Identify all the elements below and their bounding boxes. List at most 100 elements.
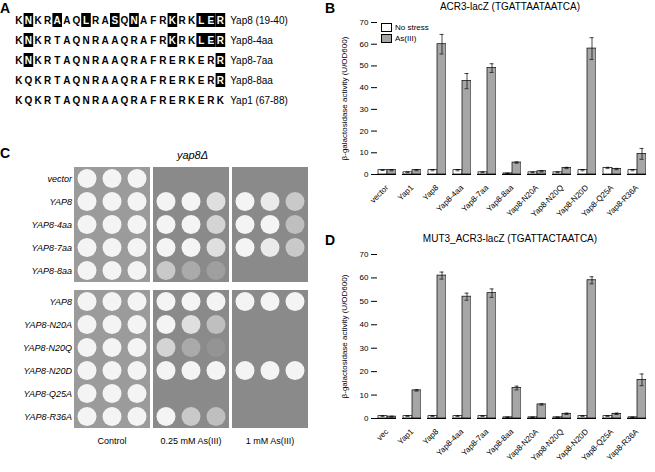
svg-text:30: 30 (360, 105, 369, 114)
svg-text:S: S (111, 15, 118, 26)
svg-text:20: 20 (360, 367, 369, 376)
svg-text:0: 0 (364, 170, 369, 179)
svg-text:70: 70 (360, 250, 369, 259)
svg-text:K: K (34, 55, 42, 66)
svg-text:R: R (130, 75, 138, 86)
svg-text:Q: Q (121, 55, 129, 66)
svg-text:Yap8-7aa: Yap8-7aa (230, 55, 273, 66)
svg-text:30: 30 (360, 344, 369, 353)
svg-text:YAP8: YAP8 (49, 197, 72, 207)
svg-text:Control: Control (97, 436, 126, 446)
svg-text:Q: Q (73, 55, 81, 66)
svg-text:A: A (140, 75, 147, 86)
svg-text:YAP8-4aa: YAP8-4aa (31, 220, 72, 230)
svg-text:A: A (111, 75, 118, 86)
svg-text:Q: Q (121, 95, 129, 106)
svg-text:K: K (34, 15, 42, 26)
svg-text:60: 60 (360, 273, 369, 282)
svg-text:K: K (15, 95, 23, 106)
svg-text:K: K (34, 35, 42, 46)
svg-text:R: R (159, 35, 167, 46)
svg-text:β-galactosidase activity (U/OD: β-galactosidase activity (U/OD600) (340, 36, 349, 160)
svg-text:50: 50 (360, 61, 369, 70)
svg-text:A: A (63, 55, 70, 66)
svg-text:Q: Q (25, 95, 33, 106)
svg-text:N: N (82, 55, 89, 66)
svg-text:N: N (82, 35, 89, 46)
svg-text:Q: Q (73, 75, 81, 86)
svg-text:A: A (54, 15, 61, 26)
svg-text:T: T (54, 55, 60, 66)
svg-text:L: L (198, 35, 204, 46)
svg-text:R: R (178, 55, 186, 66)
svg-text:Q: Q (121, 35, 129, 46)
svg-text:YAP8-N20A: YAP8-N20A (24, 320, 72, 330)
svg-text:A: A (140, 15, 147, 26)
svg-text:YAP8-R36A: YAP8-R36A (24, 412, 72, 422)
svg-text:Yap8 (19-40): Yap8 (19-40) (230, 15, 288, 26)
svg-text:N: N (82, 75, 89, 86)
svg-text:K: K (188, 35, 196, 46)
svg-text:R: R (217, 15, 225, 26)
svg-text:R: R (92, 15, 100, 26)
svg-text:N: N (82, 95, 89, 106)
svg-text:Yap1: Yap1 (396, 427, 416, 447)
svg-text:N: N (25, 35, 32, 46)
svg-text:β-galactosidase activity (U/OD: β-galactosidase activity (U/OD600) (340, 274, 349, 398)
svg-text:R: R (130, 95, 138, 106)
svg-text:F: F (150, 15, 156, 26)
svg-text:N: N (25, 15, 32, 26)
svg-text:20: 20 (360, 127, 369, 136)
svg-text:10: 10 (360, 148, 369, 157)
svg-text:R: R (44, 55, 52, 66)
svg-text:40: 40 (360, 83, 369, 92)
svg-text:K: K (188, 95, 196, 106)
svg-text:R: R (44, 35, 52, 46)
svg-text:R: R (92, 95, 100, 106)
svg-text:K: K (15, 35, 23, 46)
svg-text:R: R (44, 75, 52, 86)
svg-text:Q: Q (121, 15, 129, 26)
svg-text:40: 40 (360, 320, 369, 329)
svg-text:E: E (207, 35, 214, 46)
svg-text:R: R (207, 75, 215, 86)
svg-text:60: 60 (360, 40, 369, 49)
svg-text:YAP8-N20D: YAP8-N20D (23, 366, 72, 376)
svg-text:L: L (198, 15, 204, 26)
svg-text:Q: Q (73, 95, 81, 106)
svg-text:Q: Q (73, 15, 81, 26)
svg-text:Q: Q (25, 75, 33, 86)
svg-text:R: R (130, 55, 138, 66)
svg-text:Yap1 (67-88): Yap1 (67-88) (230, 95, 288, 106)
svg-text:T: T (54, 95, 60, 106)
svg-text:A: A (140, 55, 147, 66)
svg-text:A: A (111, 35, 118, 46)
svg-text:N: N (130, 15, 137, 26)
svg-text:1 mM As(III): 1 mM As(III) (246, 436, 295, 446)
svg-text:R: R (178, 95, 186, 106)
svg-text:A: A (111, 55, 118, 66)
svg-text:R: R (159, 55, 167, 66)
svg-text:R: R (178, 35, 186, 46)
svg-text:E: E (207, 15, 214, 26)
svg-text:K: K (188, 15, 196, 26)
svg-text:YAP8-N20Q: YAP8-N20Q (23, 343, 72, 353)
svg-text:A: A (102, 35, 109, 46)
svg-text:E: E (198, 55, 205, 66)
svg-text:R: R (178, 75, 186, 86)
svg-text:E: E (169, 75, 176, 86)
svg-text:0.25 mM As(III): 0.25 mM As(III) (160, 436, 221, 446)
svg-text:E: E (169, 55, 176, 66)
svg-text:R: R (207, 55, 215, 66)
svg-text:F: F (150, 75, 156, 86)
svg-text:F: F (150, 35, 156, 46)
svg-text:R: R (44, 15, 52, 26)
svg-text:A: A (140, 95, 147, 106)
svg-text:YAP8: YAP8 (49, 297, 72, 307)
svg-text:E: E (198, 95, 205, 106)
svg-text:F: F (150, 55, 156, 66)
svg-text:A: A (102, 75, 109, 86)
svg-text:R: R (130, 35, 138, 46)
svg-text:R: R (92, 75, 100, 86)
svg-text:N: N (25, 55, 32, 66)
